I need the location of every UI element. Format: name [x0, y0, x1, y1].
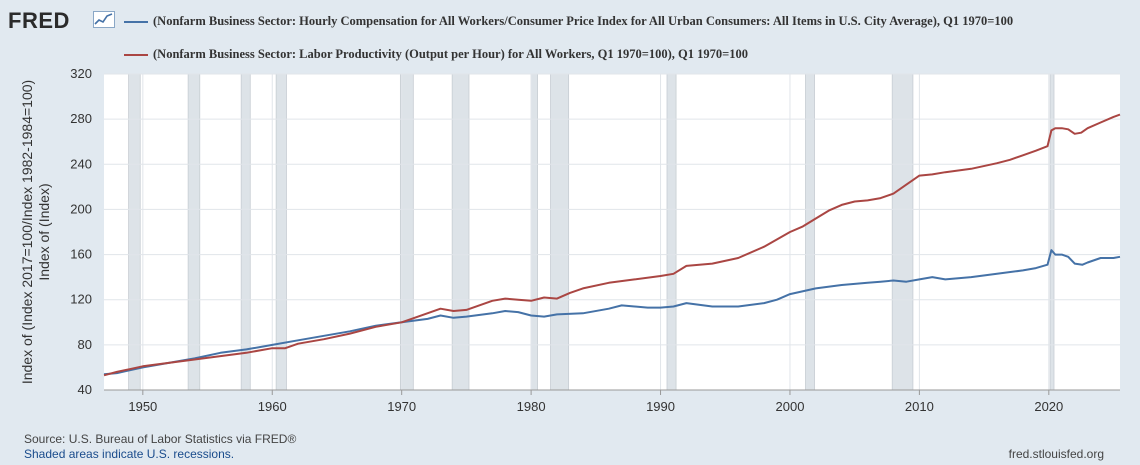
y-axis-title: Index of (Index 2017=100/Index 1982-1984… [19, 80, 35, 384]
x-tick-label: 1990 [646, 399, 675, 414]
x-tick-label: 1950 [128, 399, 157, 414]
plot-background [104, 74, 1120, 390]
legend-swatch-hourly-compensation [124, 21, 148, 23]
source-note: Source: U.S. Bureau of Labor Statistics … [24, 432, 297, 446]
y-tick-label: 40 [78, 382, 92, 397]
recession-band [187, 73, 201, 391]
recession-band [451, 73, 470, 391]
x-tick-label: 2020 [1034, 399, 1063, 414]
plot-area: 40 80 120 160 200 240 280 320 1950 1960 1970 1980 19… [19, 66, 1121, 414]
series-line-labor-productivity [103, 113, 1121, 377]
chart-header: FRED (Nonfarm Business Sector: Hourly Co… [0, 0, 1140, 66]
fred-url-link[interactable]: fred.stlouisfed.org [1008, 447, 1104, 461]
recession-band [240, 73, 251, 391]
x-tick-label: 1970 [387, 399, 416, 414]
series-line-hourly-compensation [103, 249, 1121, 376]
y-tick-label: 160 [70, 247, 92, 262]
recession-note-link[interactable]: Shaded areas indicate U.S. recessions. [24, 447, 235, 461]
x-tick-label: 2010 [905, 399, 934, 414]
y-tick-label: 240 [70, 156, 92, 171]
chart-line-icon [93, 11, 115, 28]
legend-label: (Nonfarm Business Sector: Labor Producti… [153, 47, 749, 61]
x-tick-label: 2000 [776, 399, 805, 414]
y-tick-label: 200 [70, 201, 92, 216]
fred-logo[interactable]: FRED [8, 8, 70, 33]
recession-band [666, 73, 677, 391]
y-axis-title: Index of (Index) [36, 183, 52, 280]
y-tick-label: 280 [70, 111, 92, 126]
legend-item-labor-productivity: (Nonfarm Business Sector: Labor Producti… [124, 47, 1084, 62]
legend-item-hourly-compensation: (Nonfarm Business Sector: Hourly Compens… [124, 14, 1084, 29]
recession-band [550, 73, 570, 391]
x-tick-label: 1960 [258, 399, 287, 414]
recession-band [399, 73, 414, 391]
recession-band [891, 73, 914, 391]
recession-band [128, 73, 141, 391]
x-tick-label: 1980 [517, 399, 546, 414]
y-tick-label: 80 [78, 337, 92, 352]
legend-swatch-labor-productivity [124, 54, 148, 56]
recession-band [805, 73, 815, 391]
y-tick-label: 120 [70, 292, 92, 307]
recession-band [1049, 73, 1055, 391]
recession-band [530, 73, 538, 391]
legend-label: (Nonfarm Business Sector: Hourly Compens… [153, 14, 1014, 28]
y-tick-label: 320 [70, 66, 92, 81]
